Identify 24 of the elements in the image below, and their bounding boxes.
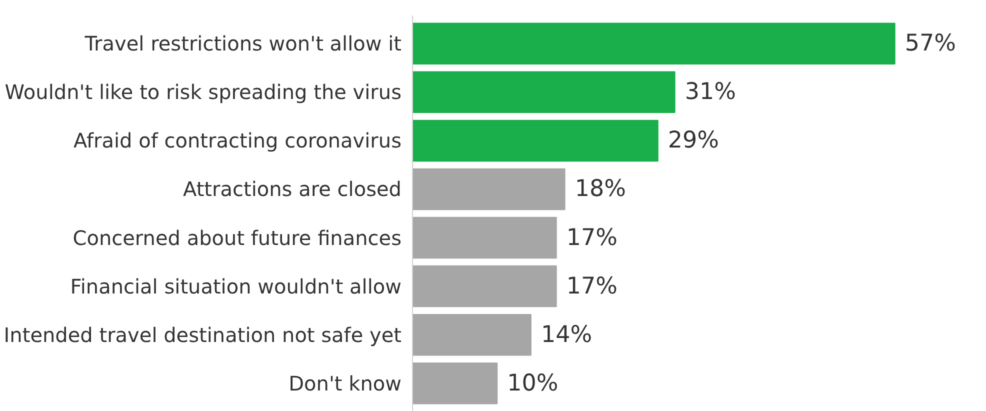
bar [412,362,498,404]
bar [412,314,532,356]
bar [412,216,557,259]
bar [412,120,658,162]
y-tick-label: Don't know [288,371,402,396]
data-label: 17% [566,224,618,251]
y-tick-label: Afraid of contracting coronavirus [74,128,402,153]
data-label: 10% [507,370,558,396]
y-tick-label: Travel restrictions won't allow it [84,32,402,56]
y-tick-label: Financial situation wouldn't allow [70,274,402,298]
y-tick-label: Wouldn't like to risk spreading the virus [4,80,402,104]
y-tick-label: Intended travel destination not safe yet [4,322,402,347]
bar [412,71,676,114]
bar [412,265,557,308]
data-label: 31% [684,79,736,106]
y-tick-label: Concerned about future finances [72,226,402,250]
y-tick-label: Attractions are closed [183,177,402,202]
bar [412,22,896,65]
bar [412,168,566,210]
data-label: 18% [574,176,626,202]
data-label: 17% [566,273,618,300]
data-label: 29% [668,128,720,154]
data-label: 14% [540,322,592,348]
data-label: 57% [904,30,956,57]
